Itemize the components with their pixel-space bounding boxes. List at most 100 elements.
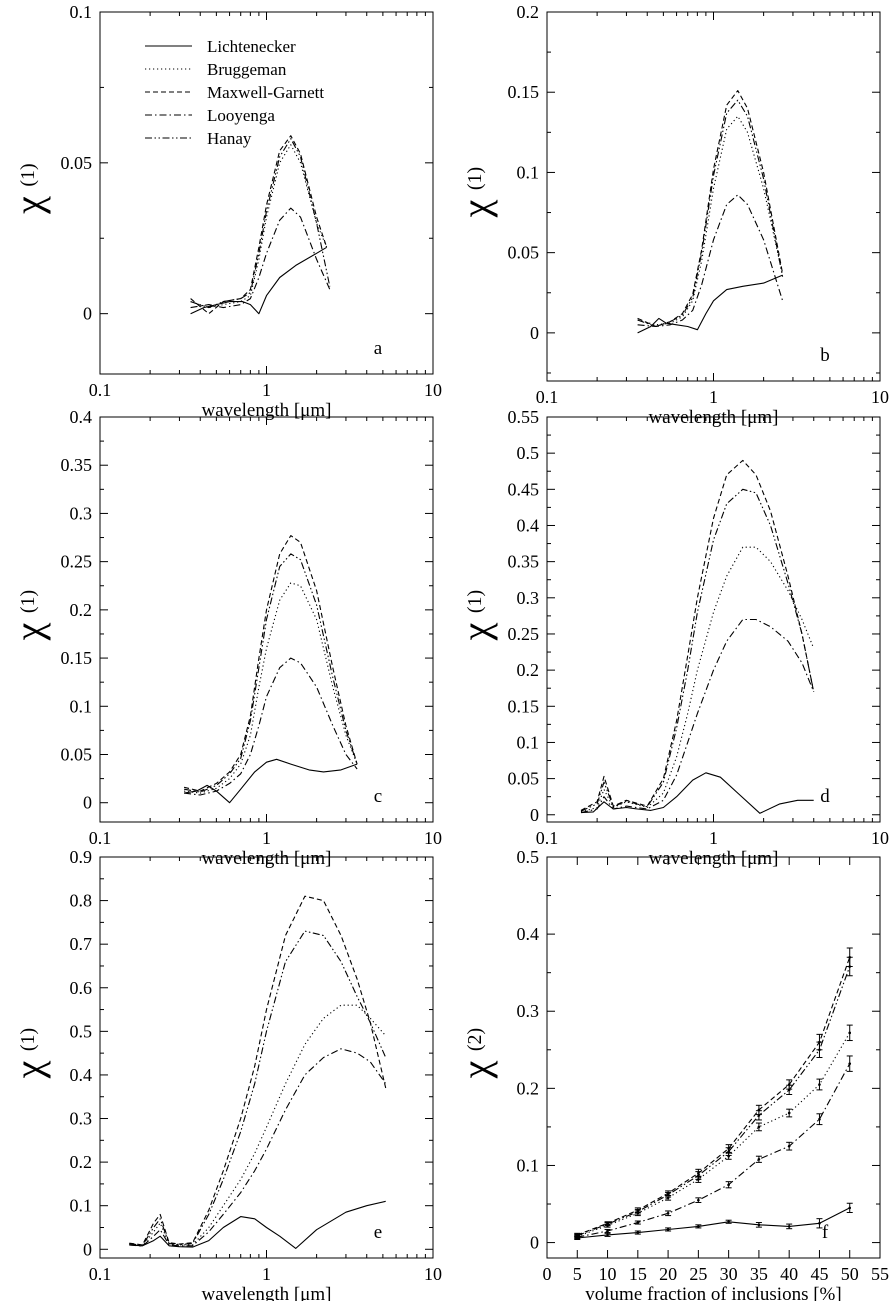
- y-tick-label: 0.2: [70, 1152, 93, 1172]
- series-line-looyenga: [184, 657, 358, 796]
- y-tick-label: 0.2: [517, 2, 540, 22]
- panel-f: 0 0.1 0.2 0.3 0.4 0.5 0 5 10 15 20 25 30 35 40 45 50 55 vo…: [453, 847, 889, 1301]
- y-tick-label: 0.1: [517, 732, 540, 752]
- data-point: [697, 1225, 700, 1228]
- x-tick-label: 1: [262, 828, 271, 848]
- series-line-looyenga: [580, 618, 815, 814]
- x-tick-label: 0.1: [536, 387, 559, 407]
- series-line-maxwell-garnett: [129, 895, 387, 1246]
- x-axis-label: wavelength [μm]: [202, 400, 332, 421]
- legend-label: Looyenga: [207, 106, 275, 125]
- data-point: [727, 1183, 730, 1187]
- series-line-hanay: [129, 930, 387, 1246]
- data-point: [666, 1228, 670, 1231]
- series-line-lichtenecker: [577, 1207, 850, 1239]
- series-line-looyenga: [129, 1048, 387, 1247]
- legend-label: Lichtenecker: [207, 37, 296, 56]
- series-line-maxwell-garnett: [190, 135, 328, 315]
- panel-letter: f: [822, 1222, 829, 1243]
- y-axis-label-superscript: (1): [464, 590, 486, 613]
- y-tick-label: 0: [83, 793, 92, 813]
- plot-frame: [99, 856, 434, 1259]
- data-point: [606, 1229, 609, 1233]
- y-tick-label: 0.25: [61, 552, 93, 572]
- panel-letter: d: [820, 786, 830, 807]
- data-point: [666, 1193, 670, 1197]
- y-axis-label: χ: [6, 196, 51, 215]
- panel-letter: b: [820, 345, 830, 366]
- series-line-hanay: [637, 99, 784, 328]
- data-point: [757, 1157, 761, 1161]
- panel-letter: e: [374, 1222, 382, 1243]
- data-point: [848, 1031, 852, 1035]
- y-tick-label: 0.4: [517, 515, 540, 535]
- y-tick-label: 0.7: [70, 934, 93, 954]
- y-tick-label: 0.05: [61, 745, 93, 765]
- data-point: [727, 1150, 730, 1153]
- series-line-looyenga: [577, 1063, 851, 1238]
- panel-a: 0 0.05 0.1 0.1 1 10 wavelength [μm] χ (1) a Lichte…: [6, 2, 442, 421]
- data-point: [848, 1062, 852, 1065]
- panel-letter: c: [374, 786, 382, 807]
- panel-e: 0 0.1 0.2 0.3 0.4 0.5 0.6 0.7 0.8 0.9 0.1 1 10 wavele…: [6, 847, 442, 1301]
- x-tick-label: 0: [543, 1264, 552, 1284]
- y-tick-label: 0.15: [61, 648, 93, 668]
- plot-frame: [546, 416, 881, 823]
- y-tick-label: 0.4: [70, 1065, 93, 1085]
- y-tick-label: 0: [530, 1233, 539, 1253]
- data-point: [606, 1233, 609, 1237]
- y-tick-label: 0.4: [70, 407, 93, 427]
- x-tick-label: 0.1: [536, 828, 559, 848]
- x-tick-label: 10: [424, 1264, 442, 1284]
- y-tick-label: 0.05: [508, 769, 540, 789]
- series-line-bruggeman: [577, 1032, 851, 1237]
- y-axis-label: χ: [6, 1060, 51, 1079]
- data-point: [636, 1221, 640, 1224]
- data-point: [848, 965, 852, 968]
- series-line-lichtenecker: [129, 1200, 386, 1249]
- series-line-lichtenecker: [637, 274, 783, 334]
- y-tick-label: 0.3: [70, 503, 93, 523]
- x-tick-label: 10: [424, 828, 442, 848]
- series-line-looyenga: [190, 207, 331, 309]
- y-axis-label: χ: [6, 622, 51, 641]
- y-tick-label: 0: [83, 304, 92, 324]
- data-point: [787, 1144, 791, 1148]
- y-tick-label: 0.1: [517, 1155, 540, 1175]
- y-tick-label: 0.55: [508, 407, 540, 427]
- x-tick-label: 25: [689, 1264, 707, 1284]
- data-point: [727, 1220, 730, 1224]
- x-tick-label: 1: [262, 380, 271, 400]
- y-tick-label: 0.25: [508, 624, 540, 644]
- x-tick-label: 1: [709, 828, 718, 848]
- plot-frame: [546, 856, 881, 1259]
- series-line-maxwell-garnett: [183, 535, 358, 792]
- y-tick-label: 0.15: [508, 696, 540, 716]
- y-tick-label: 0.35: [61, 455, 93, 475]
- panel-letter: a: [374, 338, 383, 359]
- x-tick-label: 10: [871, 387, 889, 407]
- x-tick-label: 0.1: [89, 380, 112, 400]
- y-tick-label: 0.3: [517, 1001, 540, 1021]
- x-tick-label: 10: [599, 1264, 617, 1284]
- y-tick-label: 0.4: [517, 924, 540, 944]
- y-tick-label: 0.35: [508, 552, 540, 572]
- y-tick-label: 0: [530, 805, 539, 825]
- series-line-lichtenecker: [580, 772, 814, 814]
- x-axis-label: wavelength [μm]: [649, 848, 779, 869]
- data-point: [757, 1114, 761, 1117]
- panel-c: 00.050.10.150.20.250.30.350.40.1 1 10wavel…: [6, 407, 442, 869]
- data-point: [787, 1088, 791, 1092]
- data-point: [787, 1225, 791, 1228]
- y-tick-label: 0.5: [517, 847, 540, 867]
- x-tick-label: 45: [810, 1264, 828, 1284]
- y-tick-label: 0.2: [517, 1078, 540, 1098]
- data-point: [697, 1174, 700, 1177]
- data-point: [575, 1234, 579, 1237]
- y-axis-label-superscript: (2): [464, 1028, 486, 1051]
- x-tick-label: 0.1: [89, 828, 112, 848]
- x-tick-label: 5: [573, 1264, 582, 1284]
- series-line-hanay: [184, 553, 358, 793]
- data-point: [636, 1231, 640, 1234]
